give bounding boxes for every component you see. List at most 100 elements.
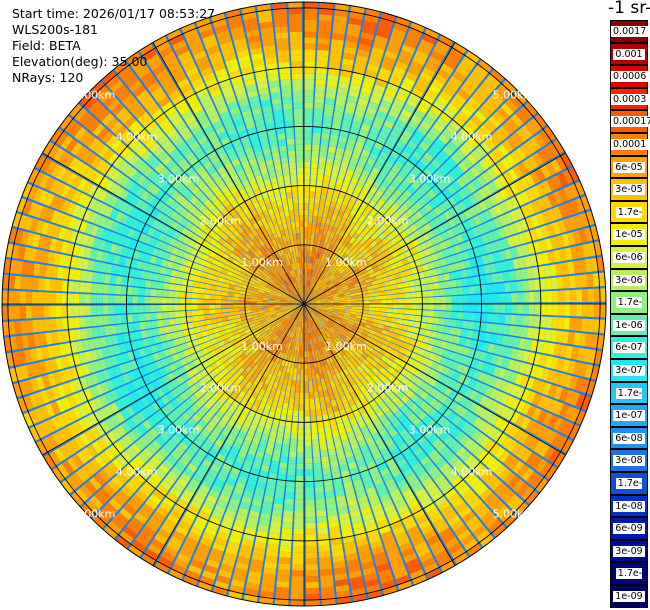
ppi-gate (398, 304, 405, 309)
ppi-gate (406, 98, 418, 109)
ppi-gate (563, 186, 575, 201)
ppi-gate (406, 255, 415, 263)
ppi-gate (487, 181, 498, 194)
ppi-gate (483, 374, 492, 385)
ppi-gate (424, 270, 432, 278)
ppi-gate (378, 232, 387, 241)
ppi-gate (407, 185, 417, 195)
ppi-gate (306, 292, 309, 299)
ppi-gate (414, 259, 422, 267)
ppi-gate (599, 304, 606, 318)
ppi-gate (584, 258, 593, 273)
ppi-gate (495, 334, 503, 345)
ppi-gate (547, 384, 558, 398)
ppi-gate (313, 209, 319, 217)
ppi-gate (324, 278, 331, 284)
ppi-gate (308, 308, 313, 313)
ppi-gate (475, 128, 488, 141)
ppi-gate (404, 520, 417, 531)
ppi-gate (530, 185, 542, 199)
ppi-gate (402, 488, 414, 499)
ppi-gate (120, 286, 128, 295)
ppi-gate (531, 200, 541, 214)
ppi-gate (546, 177, 558, 192)
ppi-gate (373, 315, 380, 320)
ppi-gate (346, 29, 360, 38)
ppi-gate (409, 442, 420, 452)
ppi-gate (307, 321, 311, 328)
ppi-gate (537, 395, 548, 409)
ppi-gate (503, 369, 513, 381)
ppi-gate (349, 313, 357, 318)
ppi-gate (462, 511, 476, 524)
ppi-gate (401, 386, 410, 395)
ppi-gate (433, 260, 441, 268)
ppi-gate (317, 168, 325, 176)
ppi-gate (297, 446, 304, 452)
ppi-gate (410, 135, 422, 146)
ppi-gate (361, 290, 369, 295)
ppi-gate (416, 451, 427, 462)
ppi-gate (349, 378, 356, 386)
ppi-gate (326, 157, 334, 165)
ppi-gate (573, 361, 582, 376)
ppi-gate (395, 438, 405, 448)
ppi-gate (478, 331, 486, 341)
ppi-gate (315, 304, 322, 306)
ppi-gate (381, 580, 396, 590)
ppi-gate (363, 300, 370, 304)
ppi-gate (411, 482, 424, 493)
ppi-gate (391, 250, 399, 258)
ppi-gate (321, 306, 328, 309)
ppi-gate (555, 330, 564, 343)
ppi-gate (328, 182, 336, 190)
ppi-gate (339, 304, 346, 306)
ppi-gate (388, 443, 398, 453)
ppi-gate (387, 169, 397, 179)
ppi-gate (306, 286, 309, 293)
ppi-gate (349, 83, 361, 92)
ppi-gate (298, 416, 304, 423)
ppi-gate (349, 417, 357, 426)
ppi-gate (342, 475, 352, 484)
ppi-gate (454, 328, 462, 337)
ppi-gate (410, 504, 423, 515)
ppi-gate (314, 233, 319, 241)
ppi-gate (326, 310, 333, 313)
ppi-gate (19, 291, 26, 304)
ppi-gate (310, 320, 314, 327)
ppi-gate (335, 256, 341, 263)
ppi-gate (448, 389, 458, 400)
ppi-gate (381, 355, 389, 363)
ppi-gate (334, 9, 349, 18)
ppi-gate (512, 234, 521, 246)
ppi-gate (333, 307, 340, 310)
ppi-gate (397, 155, 408, 165)
ppi-gate (388, 342, 396, 349)
ppi-gate (318, 228, 324, 236)
ppi-gate (499, 293, 506, 303)
ppi-gate (409, 427, 419, 437)
ppi-gate (463, 295, 470, 303)
ppi-gate (90, 305, 97, 316)
ppi-gate (576, 244, 585, 259)
ppi-gate (450, 279, 457, 288)
ppi-gate (556, 435, 568, 451)
ppi-gate (381, 125, 392, 135)
ppi-gate (376, 563, 390, 573)
ppi-gate (408, 233, 417, 241)
ppi-gate (108, 295, 115, 304)
ppi-gate (488, 413, 499, 426)
ppi-gate (133, 322, 141, 331)
ppi-gate (318, 545, 330, 553)
ppi-gate (337, 315, 344, 319)
ppi-gate (360, 377, 368, 385)
ppi-gate (508, 325, 516, 336)
ppi-gate (491, 323, 499, 334)
ppi-gate (444, 318, 452, 327)
ppi-gate (313, 325, 318, 331)
ppi-gate (476, 175, 487, 187)
ppi-gate (401, 547, 415, 558)
ppi-gate (422, 263, 430, 271)
ppi-gate (592, 319, 600, 333)
